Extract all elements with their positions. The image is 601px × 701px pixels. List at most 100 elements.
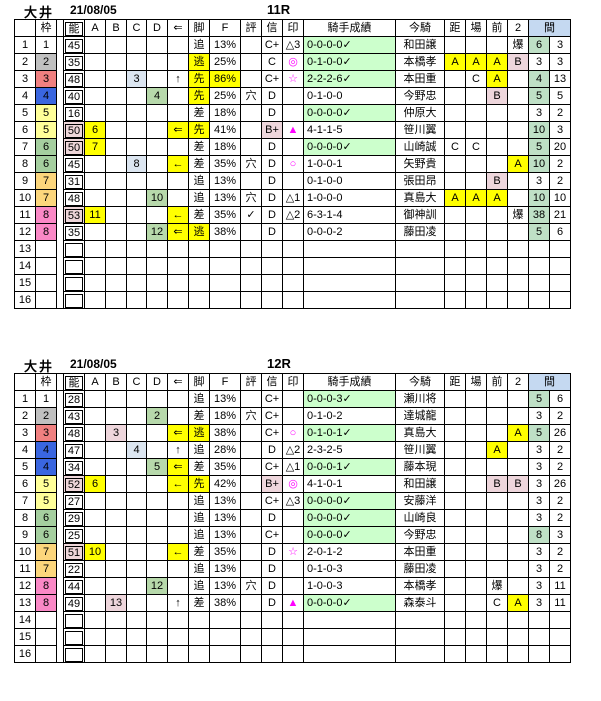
- ability-box: 43: [65, 409, 83, 424]
- cell-two-back-rank: [507, 492, 529, 510]
- cell-ability-score: 47: [63, 441, 85, 459]
- cell-jockey-name: [395, 240, 445, 258]
- data-grid-11r: 枠能 A B C D ⇐ 脚 F 評信印騎手成績 今騎距場前 2 間 1 1 45 追 13% C+ △3 0-0-…: [14, 19, 571, 309]
- cell-previous-race-rank: [486, 104, 508, 122]
- cell-confidence-grade: D: [261, 104, 283, 122]
- cell-jockey-name: 本橋孝: [395, 53, 445, 71]
- cell-two-back-rank: B: [507, 475, 529, 493]
- col-header-two-back-rank: 2: [507, 19, 529, 37]
- cell-ability-score: 28: [63, 390, 85, 408]
- track-name: 大井: [24, 359, 55, 374]
- cell-interval-2: 10: [549, 189, 571, 207]
- cell-interval-1: [528, 628, 550, 646]
- cell-rank-d: [146, 155, 168, 173]
- col-header-rank-b: B: [105, 373, 127, 391]
- cell-row-number: 12: [14, 223, 36, 241]
- cell-rank-c: [126, 543, 147, 561]
- cell-interval-2: 2: [549, 509, 571, 527]
- ability-box: 16: [65, 106, 83, 121]
- cell-rank-d: [146, 104, 168, 122]
- horse-row: 14: [14, 611, 571, 629]
- cell-confidence-grade: D: [261, 560, 283, 578]
- cell-row-number: 15: [14, 274, 36, 292]
- cell-evaluation-mark: [240, 274, 262, 292]
- col-header-previous-race-rank: 前: [486, 373, 508, 391]
- cell-confidence-grade: C+: [261, 390, 283, 408]
- cell-interval-1: [528, 257, 550, 275]
- cell-jockey-name: [395, 611, 445, 629]
- cell-trend-arrow: [167, 189, 189, 207]
- cell-interval-1: 10: [528, 121, 550, 139]
- ability-box: 31: [65, 174, 83, 189]
- cell-track-aptitude: [465, 206, 487, 224]
- cell-interval-2: 3: [549, 53, 571, 71]
- cell-trend-arrow: ⇐: [167, 121, 189, 139]
- cell-evaluation-mark: 穴: [240, 407, 262, 425]
- cell-two-back-rank: [507, 509, 529, 527]
- cell-trend-arrow: [167, 87, 189, 105]
- cell-interval-2: 2: [549, 458, 571, 476]
- cell-ability-score: 51: [63, 543, 85, 561]
- cell-row-number: 10: [14, 189, 36, 207]
- cell-ability-score: 50: [63, 121, 85, 139]
- cell-confidence-grade: C+: [261, 526, 283, 544]
- cell-jockey-record: 0-0-0-0✓: [303, 492, 396, 510]
- cell-interval-1: 3: [528, 458, 550, 476]
- cell-spacer: [56, 104, 64, 122]
- cell-ability-score: 16: [63, 104, 85, 122]
- cell-row-number: 4: [14, 87, 36, 105]
- cell-ability-score: 29: [63, 509, 85, 527]
- cell-rank-a: [84, 155, 106, 173]
- cell-row-number: 6: [14, 121, 36, 139]
- cell-distance-aptitude: [444, 240, 466, 258]
- cell-row-number: 11: [14, 560, 36, 578]
- cell-evaluation-mark: [240, 526, 262, 544]
- cell-frame-number: [35, 645, 57, 663]
- cell-ability-score: 31: [63, 172, 85, 190]
- col-header-prediction-mark: 印: [282, 373, 304, 391]
- cell-interval-2: 6: [549, 223, 571, 241]
- cell-spacer: [56, 560, 64, 578]
- cell-distance-aptitude: [444, 509, 466, 527]
- horse-row: 10 7 51 10 ← 差 35% D ☆ 2-0-1-2 本田重 3 2: [14, 543, 571, 561]
- ability-box: 25: [65, 528, 83, 543]
- cell-rank-d: [146, 240, 168, 258]
- cell-interval-1: 10: [528, 189, 550, 207]
- col-header-rank-d: D: [146, 373, 168, 391]
- ability-box: 35: [65, 225, 83, 240]
- cell-spacer: [56, 240, 64, 258]
- cell-jockey-record: 0-0-0-0✓: [303, 138, 396, 156]
- cell-trend-arrow: ↑: [167, 70, 189, 88]
- cell-ability-score: [63, 274, 85, 292]
- grid-header: 枠能 A B C D ⇐ 脚 F 評信印騎手成績 今騎距場前 2 間: [14, 373, 571, 391]
- cell-f-rate: [209, 645, 241, 663]
- cell-running-style: 追: [188, 172, 210, 190]
- cell-jockey-name: 今野忠: [395, 87, 445, 105]
- cell-prediction-mark: △2: [282, 441, 304, 459]
- horse-row: 12 8 44 12 追 13% 穴 D 1-0-0-3 本橋孝爆 3 11: [14, 577, 571, 595]
- cell-track-aptitude: [465, 36, 487, 54]
- cell-jockey-record: 2-3-2-5: [303, 441, 396, 459]
- cell-evaluation-mark: 穴: [240, 189, 262, 207]
- cell-distance-aptitude: [444, 441, 466, 459]
- cell-trend-arrow: [167, 492, 189, 510]
- cell-distance-aptitude: [444, 560, 466, 578]
- cell-running-style: 先: [188, 70, 210, 88]
- cell-row-number: 16: [14, 645, 36, 663]
- cell-prediction-mark: ▲: [282, 594, 304, 612]
- cell-spacer: [56, 172, 64, 190]
- cell-f-rate: 86%: [209, 70, 241, 88]
- cell-track-aptitude: C: [465, 70, 487, 88]
- ability-box: [65, 242, 83, 257]
- cell-previous-race-rank: [486, 138, 508, 156]
- cell-evaluation-mark: [240, 458, 262, 476]
- cell-confidence-grade: C+: [261, 36, 283, 54]
- cell-rank-a: [84, 189, 106, 207]
- cell-rank-a: [84, 424, 106, 442]
- cell-interval-2: 6: [549, 390, 571, 408]
- cell-track-aptitude: [465, 645, 487, 663]
- cell-f-rate: [209, 291, 241, 309]
- cell-evaluation-mark: [240, 70, 262, 88]
- cell-frame-number: 5: [35, 121, 57, 139]
- col-header-evaluation-mark: 評: [240, 19, 262, 37]
